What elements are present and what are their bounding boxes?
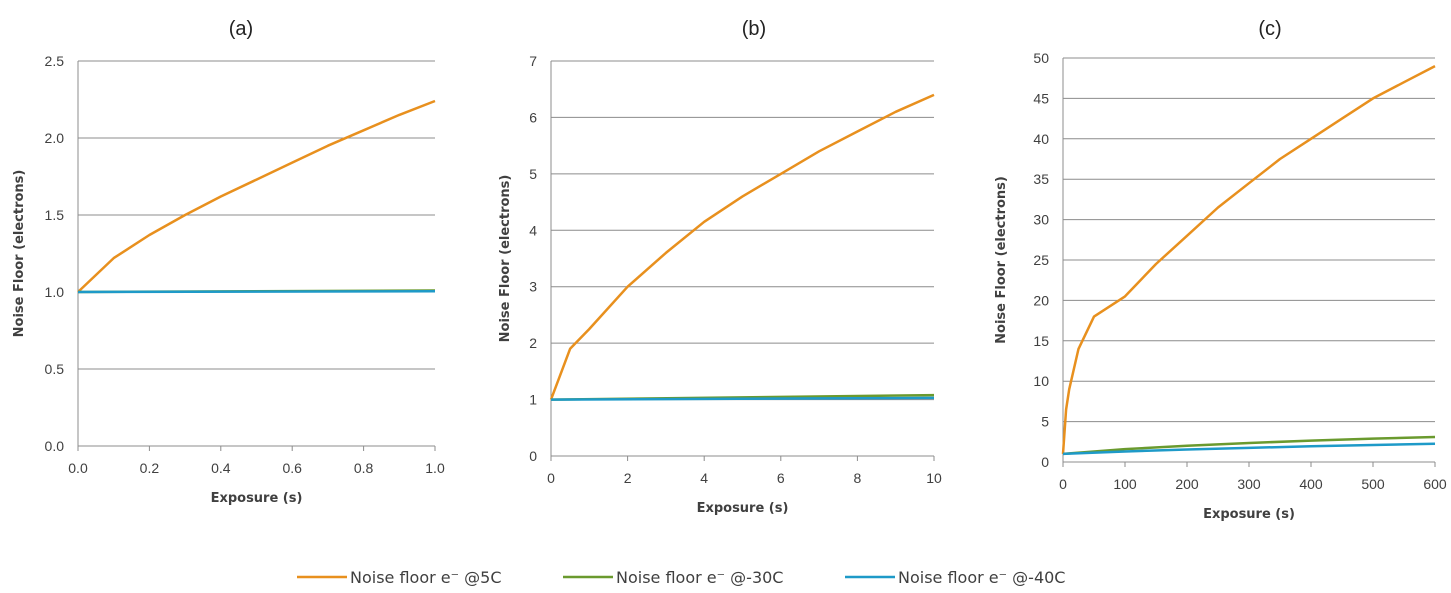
y-tick-label: 1 bbox=[529, 392, 537, 408]
y-tick-label: 45 bbox=[1033, 90, 1049, 106]
y-tick-label: 2.0 bbox=[45, 130, 65, 146]
y-tick-label: 6 bbox=[529, 109, 537, 125]
chart-panel-1: 0.0 0.5 1.0 1.5 2.0 2.5 0.0 0.2 0.4 0.6 0.8 1.0 (a) E… bbox=[12, 18, 445, 506]
x-tick-label: 10 bbox=[926, 470, 942, 486]
series-line bbox=[1062, 442, 1436, 456]
series-line bbox=[550, 396, 935, 401]
chart-title: (c) bbox=[1258, 18, 1281, 40]
series-line bbox=[77, 99, 436, 293]
x-tick-label: 600 bbox=[1423, 476, 1447, 492]
x-tick-label: 400 bbox=[1299, 476, 1323, 492]
y-tick-label: 3 bbox=[529, 279, 537, 295]
y-tick-label: 50 bbox=[1033, 50, 1049, 66]
x-tick-label: 0.2 bbox=[140, 460, 160, 476]
x-tick-label: 300 bbox=[1237, 476, 1261, 492]
y-tick-label: 5 bbox=[529, 166, 537, 182]
x-tick-label: 0 bbox=[1059, 476, 1067, 492]
chart-title: (b) bbox=[742, 18, 766, 40]
series-line bbox=[549, 93, 935, 401]
y-tick-label: 0 bbox=[529, 448, 537, 464]
y-axis-title: Noise Floor (electrons) bbox=[498, 175, 513, 343]
y-tick-label: 0.5 bbox=[45, 361, 65, 377]
y-tick-label: 7 bbox=[529, 53, 537, 69]
y-tick-label: 25 bbox=[1033, 252, 1049, 268]
x-axis-title: Exposure (s) bbox=[1203, 507, 1295, 522]
x-tick-label: 200 bbox=[1175, 476, 1199, 492]
y-tick-label: 4 bbox=[529, 222, 537, 238]
x-tick-label: 0.6 bbox=[282, 460, 302, 476]
legend-item: Noise floor e⁻ @5C bbox=[297, 568, 502, 587]
legend-item: Noise floor e⁻ @-40C bbox=[845, 568, 1065, 587]
x-tick-label: 0.0 bbox=[68, 460, 88, 476]
y-tick-label: 10 bbox=[1033, 373, 1049, 389]
x-tick-label: 500 bbox=[1361, 476, 1385, 492]
legend-label: Noise floor e⁻ @5C bbox=[350, 568, 502, 587]
legend: Noise floor e⁻ @5C Noise floor e⁻ @-30C No… bbox=[297, 568, 1065, 587]
series-line bbox=[1061, 64, 1436, 454]
y-tick-label: 15 bbox=[1033, 333, 1049, 349]
chart-panel-2: 0 1 2 3 4 5 6 7 0 2 4 6 8 10 (b) Exposure (s) Noise Floo… bbox=[498, 18, 942, 516]
legend-item: Noise floor e⁻ @-30C bbox=[563, 568, 783, 587]
x-tick-label: 0.4 bbox=[211, 460, 231, 476]
y-axis-title: Noise Floor (electrons) bbox=[994, 176, 1009, 344]
y-tick-label: 2.5 bbox=[45, 53, 65, 69]
x-tick-label: 6 bbox=[777, 470, 785, 486]
y-tick-label: 40 bbox=[1033, 131, 1049, 147]
series-line bbox=[1062, 435, 1436, 456]
series-line bbox=[77, 289, 436, 294]
x-tick-label: 0 bbox=[547, 470, 555, 486]
y-tick-label: 2 bbox=[529, 335, 537, 351]
y-tick-label: 20 bbox=[1033, 292, 1049, 308]
y-tick-label: 0 bbox=[1041, 454, 1049, 470]
x-tick-label: 2 bbox=[624, 470, 632, 486]
legend-label: Noise floor e⁻ @-40C bbox=[898, 568, 1065, 587]
y-tick-label: 35 bbox=[1033, 171, 1049, 187]
x-axis-title: Exposure (s) bbox=[697, 501, 789, 516]
x-tick-label: 1.0 bbox=[425, 460, 445, 476]
y-tick-label: 5 bbox=[1041, 414, 1049, 430]
y-tick-label: 30 bbox=[1033, 212, 1049, 228]
x-tick-label: 4 bbox=[700, 470, 708, 486]
x-tick-label: 8 bbox=[854, 470, 862, 486]
x-axis-title: Exposure (s) bbox=[211, 491, 303, 506]
y-tick-label: 1.5 bbox=[45, 207, 65, 223]
x-tick-label: 100 bbox=[1113, 476, 1137, 492]
y-axis-title: Noise Floor (electrons) bbox=[12, 170, 27, 338]
x-tick-label: 0.8 bbox=[354, 460, 374, 476]
y-tick-label: 1.0 bbox=[45, 284, 65, 300]
y-tick-label: 0.0 bbox=[45, 438, 65, 454]
legend-label: Noise floor e⁻ @-30C bbox=[616, 568, 783, 587]
chart-title: (a) bbox=[229, 18, 253, 40]
